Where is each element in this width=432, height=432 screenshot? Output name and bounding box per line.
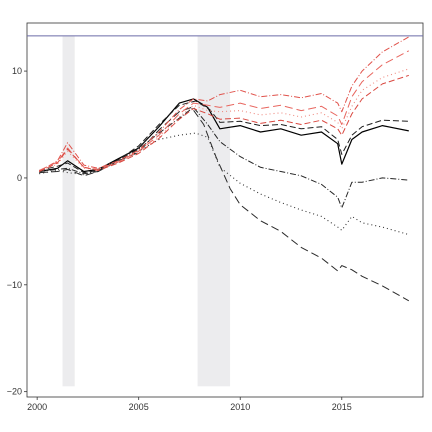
y-tick-label: −20 <box>7 387 22 397</box>
plot-frame <box>26 22 424 398</box>
x-tick-label: 2015 <box>332 402 352 412</box>
shaded-region-1 <box>62 35 75 387</box>
series-line-6 <box>38 36 410 172</box>
x-tick-label: 2010 <box>230 402 250 412</box>
x-axis: 2000 2005 2010 2015 <box>27 397 352 412</box>
x-tick-label: 2000 <box>27 402 47 412</box>
y-tick-label: −10 <box>7 280 22 290</box>
series-line-3 <box>39 106 410 302</box>
series-line-9 <box>38 74 409 172</box>
series-line-1 <box>39 98 409 173</box>
x-tick-label: 2005 <box>129 402 149 412</box>
y-tick-label: 10 <box>12 66 22 76</box>
y-axis: −20 −10 0 10 <box>7 66 27 397</box>
series-line-7 <box>38 50 410 171</box>
series-line-5 <box>39 106 409 209</box>
series-layer <box>38 36 410 302</box>
series-line-2 <box>39 100 409 174</box>
y-tick-label: 0 <box>17 173 22 183</box>
shaded-region-2 <box>197 35 231 387</box>
recession-shading-layer <box>62 35 231 387</box>
